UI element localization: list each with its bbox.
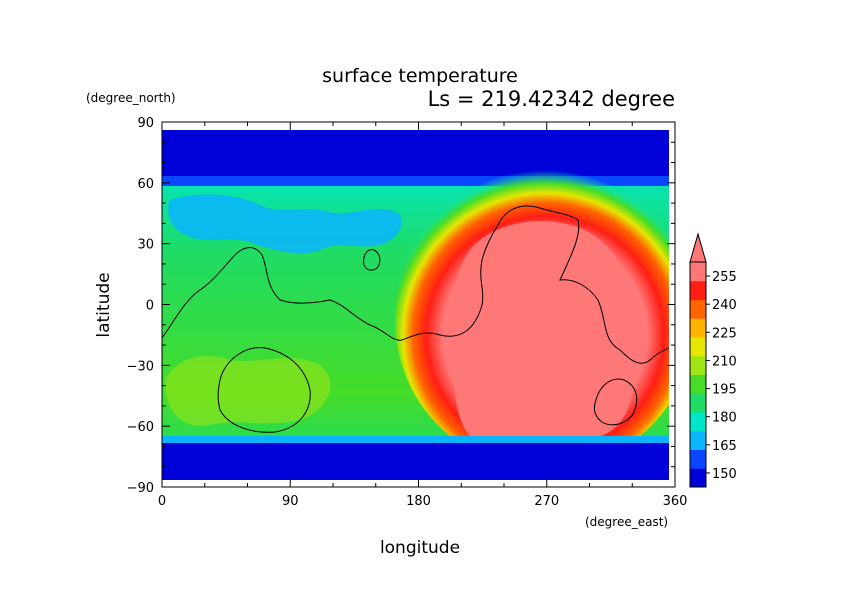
region-western-warm-patches	[165, 356, 331, 426]
y-tick-label: 60	[137, 177, 154, 192]
colorbar-segment	[690, 393, 706, 413]
colorbar-label: 225	[712, 326, 737, 341]
x-tick-label: 90	[282, 494, 299, 509]
colorbar-label: 210	[712, 354, 737, 369]
contour-line-island	[363, 249, 381, 271]
colorbar-segment	[690, 449, 706, 469]
y-tick-label: −30	[127, 359, 154, 374]
x-tick-label: 0	[158, 494, 166, 509]
colorbar-label: 165	[712, 439, 737, 454]
colorbar-segment	[690, 468, 706, 488]
colorbar-segment	[690, 262, 706, 282]
y-units-label: (degree_north)	[86, 91, 176, 105]
y-tick-label: 30	[137, 238, 154, 253]
colorbar-label: 195	[712, 383, 737, 398]
chart-title: surface temperature	[322, 65, 518, 87]
colorbar-label: 240	[712, 298, 737, 313]
x-axis-label: longitude	[380, 538, 460, 558]
colorbar-label: 150	[712, 467, 737, 482]
colorbar-segment	[690, 412, 706, 432]
contour-line-southeast-basin	[593, 378, 638, 426]
colorbar-segment	[690, 280, 706, 300]
region-south-polar-cap	[162, 443, 669, 480]
colorbar-segment	[690, 299, 706, 319]
colorbar-segment	[690, 430, 706, 450]
colorbar-segment	[690, 318, 706, 338]
contour-line-main	[162, 205, 669, 364]
colorbar-segment	[690, 374, 706, 394]
colorbar-segment	[690, 355, 706, 375]
colorbar: 150 165 180 195 210 225 240 255	[689, 232, 737, 488]
colorbar-frame	[689, 261, 707, 488]
y-tick-label: 0	[146, 299, 154, 314]
x-tick-label: 360	[663, 494, 688, 509]
x-tick-label: 270	[534, 494, 559, 509]
y-tick-label: 90	[137, 116, 154, 131]
x-tick-label: 180	[406, 494, 431, 509]
heatmap-field	[162, 130, 669, 480]
colorbar-extend-arrow	[689, 232, 707, 263]
region-western-cool-patches	[168, 194, 402, 254]
y-axis-label: latitude	[94, 272, 114, 337]
chart-subtitle: Ls = 219.42342 degree	[428, 87, 675, 111]
x-units-label: (degree_east)	[585, 515, 668, 529]
region-hot-core	[452, 220, 635, 439]
y-tick-label: −90	[127, 481, 154, 496]
region-north-polar-cap	[162, 130, 669, 178]
colorbar-label: 255	[712, 270, 737, 285]
region-south-polar-edge	[162, 436, 669, 444]
topography-contours	[162, 205, 669, 433]
region-north-polar-edge	[162, 176, 669, 186]
tick-labels: 0 90 180 270 360 90 60 30 0 −30 −60 −90	[127, 116, 688, 509]
contour-line-southwest-basin	[217, 347, 311, 433]
y-tick-label: −60	[127, 420, 154, 435]
colorbar-segment	[690, 337, 706, 357]
colorbar-label: 180	[712, 411, 737, 426]
axis-ticks	[161, 121, 676, 488]
